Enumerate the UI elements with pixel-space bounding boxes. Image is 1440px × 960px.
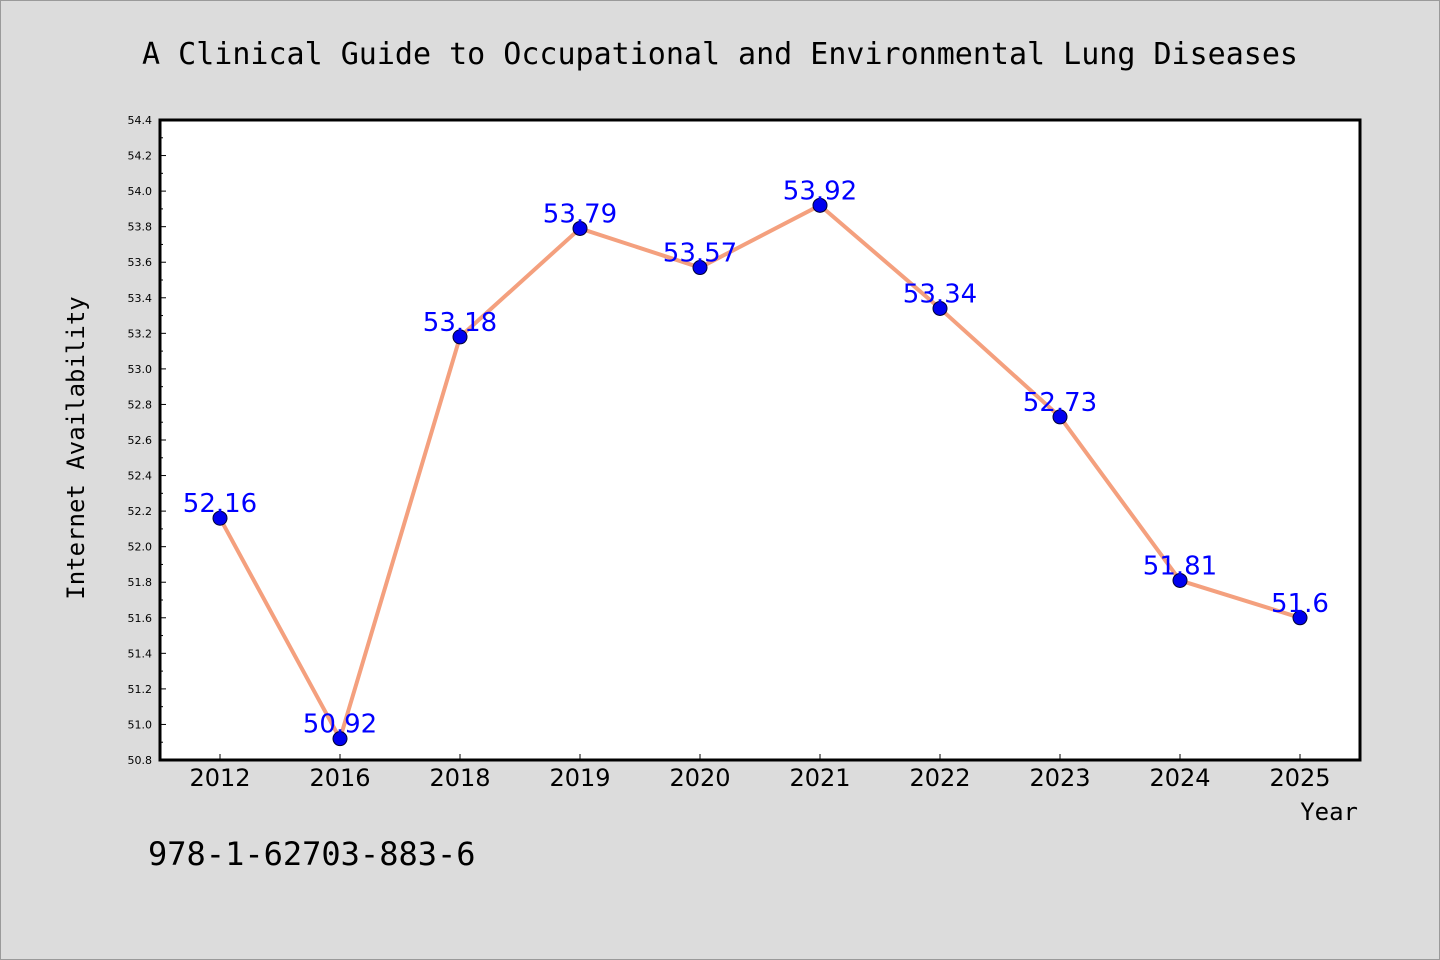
- data-point: [932, 300, 948, 316]
- data-label: 51.81: [1143, 551, 1217, 581]
- x-tick-label: 2022: [909, 764, 970, 792]
- y-tick-label: 53.4: [128, 292, 153, 305]
- chart-title: A Clinical Guide to Occupational and Env…: [142, 37, 1298, 72]
- y-tick-label: 54.4: [128, 114, 153, 127]
- y-tick-label: 51.0: [128, 718, 153, 731]
- data-point: [332, 731, 348, 747]
- y-tick-label: 54.0: [128, 185, 153, 198]
- data-point: [692, 260, 708, 276]
- data-point: [1172, 572, 1188, 588]
- y-axis-ticks: 50.8 51.0 51.2 51.4 51.6 51.8 52.0 52.2 52.4 52.6…: [128, 114, 166, 767]
- y-tick-label: 50.8: [128, 754, 153, 767]
- data-point: [212, 510, 228, 526]
- y-tick-label: 52.0: [128, 541, 153, 554]
- y-tick-label: 53.2: [128, 327, 153, 340]
- y-tick-label: 53.6: [128, 256, 153, 269]
- data-point: [1292, 610, 1308, 626]
- data-label: 53.18: [423, 308, 497, 338]
- data-label: 50.92: [303, 710, 377, 740]
- plot-border: [158, 118, 1362, 762]
- y-tick-label: 51.4: [128, 647, 153, 660]
- data-label: 53.79: [543, 199, 617, 229]
- y-tick-label: 51.8: [128, 576, 153, 589]
- data-markers: [212, 197, 1308, 747]
- y-tick-label: 51.2: [128, 683, 153, 696]
- data-point: [1052, 409, 1068, 425]
- plot-area: [160, 120, 1360, 760]
- y-tick-label: 51.6: [128, 612, 153, 625]
- x-tick-label: 2020: [669, 764, 730, 792]
- x-tick-label: 2024: [1149, 764, 1210, 792]
- y-tick-label: 53.8: [128, 221, 153, 234]
- x-tick-label: 2016: [309, 764, 370, 792]
- data-label: 52.16: [183, 489, 257, 519]
- x-tick-label: 2025: [1269, 764, 1330, 792]
- x-tick-label: 2018: [429, 764, 490, 792]
- x-tick-label: 2023: [1029, 764, 1090, 792]
- y-tick-label: 52.8: [128, 398, 153, 411]
- data-labels: 52.16 50.92 53.18 53.79 53.57 53.92 53.34 52.73…: [183, 176, 1329, 739]
- x-tick-label: 2021: [789, 764, 850, 792]
- data-point: [812, 197, 828, 213]
- series-line: [218, 203, 1301, 741]
- data-point: [572, 220, 588, 236]
- y-tick-label: 52.4: [128, 470, 153, 483]
- x-tick-label: 2019: [549, 764, 610, 792]
- x-tick-label: 2012: [189, 764, 250, 792]
- data-label: 53.92: [783, 176, 857, 206]
- x-axis-ticks: 2012 2016 2018 2019 2020 2021 2022 2023 2024 2025: [189, 754, 1331, 792]
- y-tick-label: 52.6: [128, 434, 153, 447]
- data-point: [452, 329, 468, 345]
- y-tick-label: 54.2: [128, 150, 153, 163]
- data-label: 51.6: [1271, 589, 1329, 619]
- y-tick-label: 52.2: [128, 505, 153, 518]
- data-label: 52.73: [1023, 388, 1097, 418]
- y-axis-title: Internet Availability: [62, 296, 90, 599]
- data-label: 53.34: [903, 279, 977, 309]
- data-label: 53.57: [663, 239, 737, 269]
- y-tick-label: 53.0: [128, 363, 153, 376]
- x-axis-title: Year: [1300, 798, 1358, 826]
- isbn-label: 978-1-62703-883-6: [148, 835, 476, 873]
